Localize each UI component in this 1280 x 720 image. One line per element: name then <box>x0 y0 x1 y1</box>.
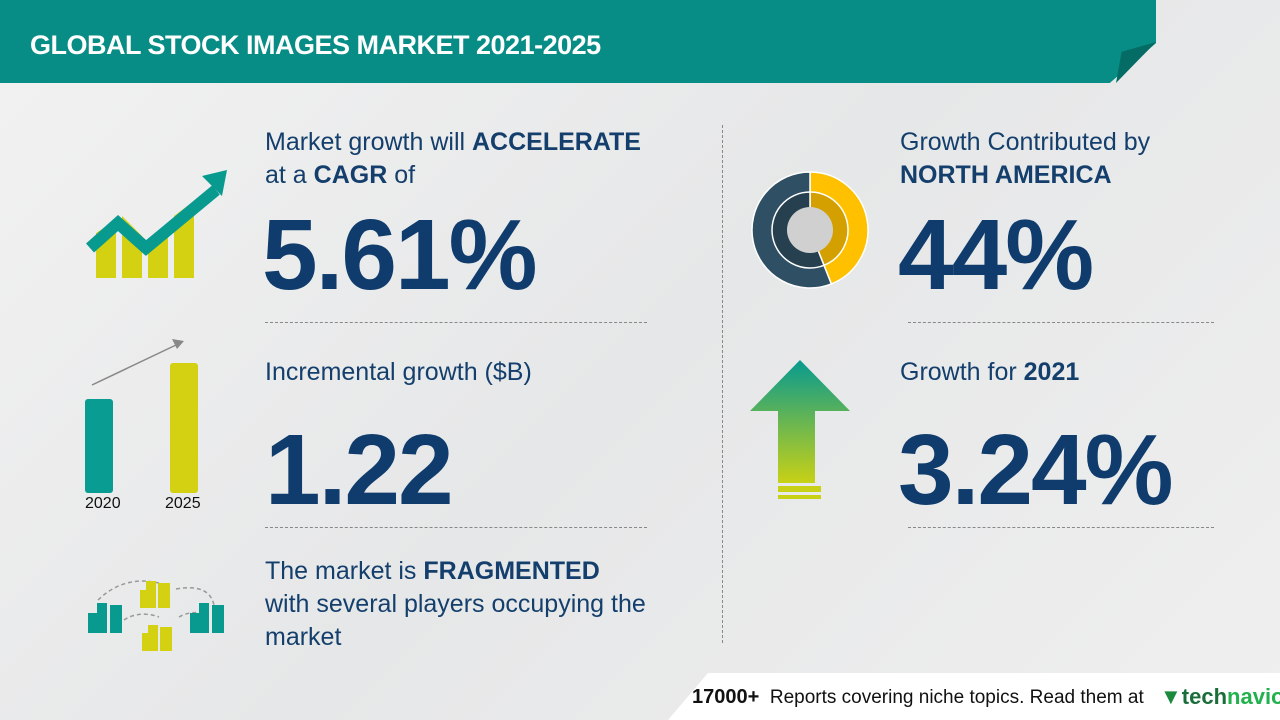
divider <box>265 527 647 528</box>
page-title: GLOBAL STOCK IMAGES MARKET 2021-2025 <box>30 30 601 60</box>
footer-bar <box>668 673 1280 720</box>
buildings-network-icon <box>88 580 224 651</box>
bar-2025 <box>170 363 198 493</box>
cagr-text: Market growth will ACCELERATE at a CAGR o… <box>265 128 641 189</box>
yoy-value: 3.24% <box>898 414 1174 526</box>
region-text: Growth Contributed by NORTH AMERICA <box>900 128 1151 189</box>
incremental-bars-icon <box>85 339 198 493</box>
year-label-2020: 2020 <box>85 495 121 512</box>
incremental-label: Incremental growth ($B) <box>265 358 532 386</box>
incremental-value: 1.22 <box>265 414 454 526</box>
divider <box>265 322 647 323</box>
divider <box>908 527 1214 528</box>
cagr-value: 5.61% <box>262 199 538 311</box>
vertical-divider <box>722 125 723 643</box>
yoy-label: Growth for 2021 <box>900 358 1080 386</box>
fragmented-text: The market is FRAGMENTED with several pla… <box>265 557 646 651</box>
up-arrow-icon <box>750 360 850 499</box>
region-donut-chart <box>751 171 869 289</box>
technavio-logo[interactable]: ▼technavio <box>1160 684 1280 709</box>
header-banner <box>0 0 1156 83</box>
growth-chart-arrow-icon <box>86 170 227 278</box>
footer-text: 17000+ Reports covering niche topics. Re… <box>692 686 1144 708</box>
bar-2020 <box>85 399 113 493</box>
region-value: 44% <box>898 199 1094 311</box>
divider <box>908 322 1214 323</box>
year-label-2025: 2025 <box>165 495 201 512</box>
